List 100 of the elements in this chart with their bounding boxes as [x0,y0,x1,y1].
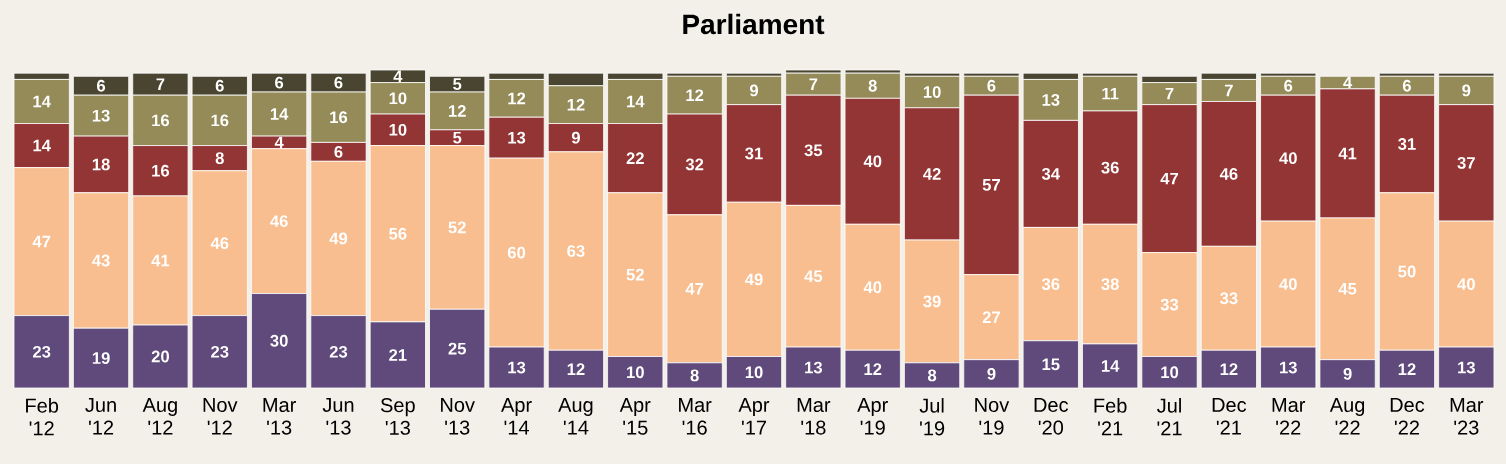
data-label: 13 [508,361,526,374]
data-label: 10 [923,86,941,98]
data-label: 31 [745,147,763,160]
data-label: 10 [745,366,763,379]
data-label: 36 [1041,278,1060,291]
data-label: 6 [987,79,996,92]
data-label: 30 [270,334,288,347]
data-label: 4 [1343,76,1353,89]
x-tick-label: Dec '22 [1390,398,1425,435]
data-label: 14 [33,95,51,108]
data-label: 20 [151,350,169,363]
data-label: 12 [686,89,704,101]
data-label: 18 [92,158,110,171]
x-tick-label: Apr '15 [619,398,651,435]
data-label: 40 [1457,278,1475,290]
data-label: 47 [1160,172,1179,185]
data-label: 13 [1280,361,1297,374]
x-tick-label: Aug '22 [1329,398,1365,435]
data-label: 8 [927,369,937,382]
data-label: 8 [868,79,877,92]
data-label: 60 [507,246,526,259]
data-label: 8 [690,369,699,382]
data-label: 46 [270,215,288,228]
x-tick-label: Nov '12 [203,398,238,435]
x-tick-label: Apr '17 [738,398,770,435]
data-label: 5 [453,78,462,90]
data-label: 6 [97,79,106,92]
data-label: 46 [210,237,229,250]
data-label: 42 [923,168,941,180]
data-label: 5 [453,131,462,144]
x-tick-label: Nov '13 [441,398,475,435]
data-label: 40 [863,155,882,168]
data-label: 47 [32,235,51,248]
data-label: 46 [1219,168,1238,180]
data-label: 12 [1220,363,1238,375]
x-tick-label: Feb '12 [26,398,59,436]
data-label: 9 [571,131,580,144]
data-label: 32 [685,158,704,171]
data-label: 12 [567,363,585,375]
data-label: 50 [1398,265,1416,278]
x-tick-label: Sep '13 [380,398,415,435]
data-label: 31 [1398,138,1416,150]
data-label: 9 [1343,367,1352,380]
data-label: 12 [567,98,585,111]
data-label: 21 [389,349,407,361]
x-tick-label: Feb '21 [1094,398,1127,436]
data-label: 33 [1219,292,1238,305]
chart-title: Parliament [683,13,825,35]
data-label: 10 [389,92,407,105]
x-tick-label: Aug '14 [558,398,593,435]
data-label: 22 [626,152,644,164]
data-label: 63 [567,245,585,257]
x-tick-label: Mar '13 [263,398,296,435]
x-tick-label: Jul '19 [919,398,945,436]
data-label: 13 [508,131,526,144]
data-label: 14 [627,95,645,108]
x-tick-label: Apr '14 [501,398,532,435]
data-label: 14 [1101,360,1120,372]
data-label: 12 [448,105,466,117]
data-label: 6 [1402,79,1411,92]
data-label: 56 [389,227,407,240]
data-label: 6 [334,76,343,89]
data-label: 43 [92,254,110,267]
data-label: 45 [804,270,823,283]
data-label: 11 [1102,87,1119,100]
data-label: 13 [92,109,110,122]
x-tick-label: Dec '20 [1034,398,1069,435]
data-label: 41 [151,254,170,267]
x-tick-label: Jun '13 [322,398,354,435]
x-tick-label: Mar '16 [679,398,712,435]
x-tick-label: Mar '22 [1272,398,1306,435]
x-tick-label: Mar '18 [797,398,831,435]
data-label: 16 [152,164,170,177]
data-label: 16 [211,114,229,127]
data-label: 15 [1042,358,1060,371]
data-label: 45 [1338,283,1357,295]
data-label: 39 [923,295,941,308]
data-label: 23 [33,345,51,358]
data-label: 40 [863,281,882,294]
data-label: 49 [744,273,763,286]
data-label: 6 [215,79,224,92]
data-label: 8 [215,152,224,165]
data-label: 6 [334,145,343,158]
data-label: 9 [987,367,996,380]
data-label: 23 [329,345,348,358]
data-label: 40 [1279,152,1297,165]
data-label: 35 [804,144,823,157]
data-label: 47 [685,283,704,295]
data-label: 37 [1457,156,1475,169]
data-label: 27 [982,311,1000,323]
data-label: 10 [389,123,407,136]
data-label: 19 [92,352,110,364]
x-tick-label: Jun '12 [85,398,116,435]
data-label: 14 [270,108,289,120]
data-label: 49 [329,232,348,245]
data-label: 57 [982,179,1000,191]
x-tick-label: Nov '19 [975,398,1010,435]
data-label: 38 [1101,278,1119,291]
data-label: 34 [1041,168,1060,180]
data-label: 4 [393,70,403,83]
